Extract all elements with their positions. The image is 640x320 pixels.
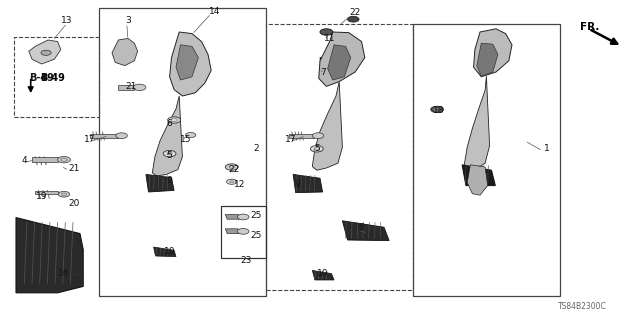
Text: 9: 9 [295, 180, 300, 188]
Polygon shape [467, 165, 488, 195]
Polygon shape [320, 58, 328, 78]
Bar [413, 24, 560, 296]
Circle shape [320, 29, 333, 35]
Polygon shape [16, 218, 83, 293]
Polygon shape [29, 40, 61, 64]
Text: 17: 17 [285, 135, 297, 144]
Polygon shape [225, 214, 240, 219]
Circle shape [168, 117, 180, 123]
Text: 1: 1 [545, 144, 550, 153]
Text: 25: 25 [250, 212, 262, 220]
Text: 5: 5 [167, 151, 172, 160]
Polygon shape [462, 165, 495, 186]
Polygon shape [170, 32, 211, 96]
Polygon shape [35, 191, 58, 194]
Polygon shape [118, 85, 134, 90]
Polygon shape [146, 174, 174, 192]
Circle shape [163, 150, 176, 157]
Text: 19: 19 [36, 192, 47, 201]
Bar [99, 8, 266, 296]
Text: 2: 2 [253, 144, 259, 153]
Circle shape [116, 133, 127, 139]
Polygon shape [289, 134, 314, 138]
Polygon shape [312, 270, 334, 280]
Text: 15: 15 [180, 135, 191, 144]
Text: 4: 4 [22, 156, 27, 164]
Polygon shape [176, 45, 198, 80]
Text: 25: 25 [250, 231, 262, 240]
Circle shape [237, 228, 249, 234]
Text: 22: 22 [349, 8, 361, 17]
Text: 9: 9 [167, 176, 172, 185]
Text: 11: 11 [324, 34, 335, 43]
Polygon shape [474, 29, 512, 77]
Text: B-49: B-49 [29, 73, 54, 84]
Text: 7: 7 [321, 68, 326, 76]
Text: 12: 12 [234, 180, 246, 188]
Circle shape [133, 84, 146, 91]
Text: 21: 21 [68, 164, 79, 172]
Circle shape [58, 191, 70, 197]
Text: 14: 14 [209, 7, 220, 16]
Polygon shape [225, 229, 240, 234]
Text: 21: 21 [125, 82, 137, 91]
Polygon shape [319, 32, 365, 86]
Circle shape [348, 16, 359, 22]
Text: 8: 8 [359, 223, 364, 232]
Polygon shape [154, 247, 176, 257]
Bar [14, 37, 99, 117]
Text: 22: 22 [228, 165, 239, 174]
Circle shape [225, 164, 238, 170]
Text: FR.: FR. [580, 22, 600, 32]
Circle shape [237, 214, 249, 220]
Circle shape [431, 106, 444, 113]
Polygon shape [90, 134, 118, 138]
Text: TS84B2300C: TS84B2300C [558, 302, 607, 311]
Text: 13: 13 [61, 16, 73, 25]
Circle shape [312, 133, 324, 139]
Text: 10: 10 [164, 247, 175, 256]
Text: 23: 23 [241, 256, 252, 265]
Circle shape [41, 50, 51, 55]
Polygon shape [477, 43, 498, 76]
Polygon shape [464, 76, 490, 171]
Bar [266, 24, 413, 290]
Polygon shape [32, 157, 58, 162]
Circle shape [310, 146, 323, 152]
Polygon shape [328, 45, 351, 80]
Text: 10: 10 [317, 269, 329, 278]
Circle shape [227, 179, 237, 184]
Text: 5: 5 [314, 144, 319, 153]
Text: 17: 17 [84, 135, 95, 144]
Polygon shape [293, 174, 323, 193]
Polygon shape [152, 96, 182, 176]
Text: 20: 20 [68, 199, 79, 208]
Text: 3: 3 [125, 16, 131, 25]
Text: 6: 6 [167, 119, 172, 128]
Circle shape [58, 156, 70, 163]
Polygon shape [112, 38, 138, 66]
Bar [221, 206, 266, 258]
Text: 16: 16 [58, 269, 70, 278]
Text: 18: 18 [433, 106, 444, 115]
Polygon shape [342, 221, 389, 241]
Text: B-49: B-49 [40, 73, 65, 84]
Circle shape [186, 132, 196, 138]
Bar [221, 206, 266, 258]
Polygon shape [312, 82, 342, 170]
